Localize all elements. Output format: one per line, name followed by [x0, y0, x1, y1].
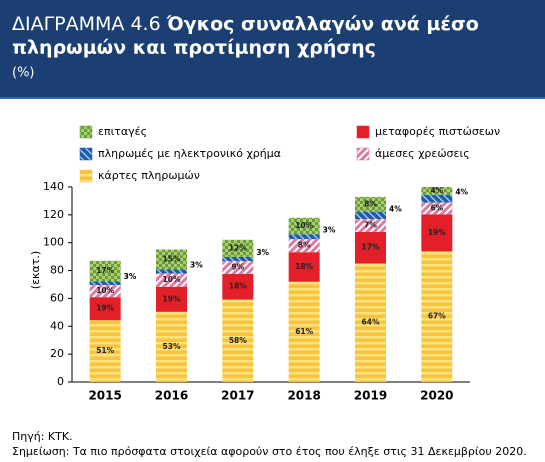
data-label: 3% [323, 226, 336, 235]
data-label: 10% [295, 221, 313, 230]
y-tick-label: 60 [50, 291, 64, 304]
data-label: 67% [428, 312, 446, 321]
data-label: 17% [96, 266, 114, 275]
bar-segment [222, 239, 254, 257]
note: Σημείωση: Τα πιο πρόσφατα στοιχεία αφορο… [12, 445, 527, 458]
bar-segment [156, 286, 187, 312]
data-label: 10% [96, 286, 114, 295]
bar-segment [89, 297, 121, 321]
data-label: 51% [96, 346, 114, 355]
legend-label: μεταφορές πιστώσεων [375, 125, 500, 138]
bar-segment [89, 285, 121, 298]
bar-segment [156, 249, 187, 270]
bar-segment [156, 273, 187, 287]
x-tick-label: 2015 [88, 389, 121, 403]
bar-segment [421, 187, 453, 195]
title-line: πληρωμών και προτίμηση χρήσης [12, 37, 376, 59]
bar-segment [355, 219, 386, 232]
legend-swatch [356, 125, 370, 139]
data-label: 9% [231, 263, 244, 272]
data-label: 18% [229, 282, 247, 291]
data-label: 19% [428, 228, 446, 237]
data-label: 8% [298, 241, 311, 250]
chart-title: ΔΙΑΓΡΑΜΜΑ 4.6 Όγκος συναλλαγών ανά μέσο [12, 13, 479, 35]
data-label: 8% [364, 199, 377, 208]
data-label: 15% [163, 254, 181, 263]
x-tick-label: 2019 [354, 389, 387, 403]
data-label: 64% [362, 318, 380, 327]
x-tick-label: 2020 [420, 389, 453, 403]
data-label: 18% [295, 262, 313, 271]
y-tick-label: 140 [43, 180, 64, 193]
bar-segment [355, 196, 386, 212]
bar-segment [222, 299, 254, 382]
bar-segment [421, 251, 453, 382]
bar-segment [288, 281, 320, 382]
y-tick-label: 80 [50, 264, 64, 277]
legend-label: άμεσες χρεώσεις [375, 147, 470, 160]
y-tick-label: 20 [50, 347, 64, 360]
title-prefix: ΔΙΑΓΡΑΜΜΑ 4.6 [12, 13, 161, 35]
data-label: 58% [229, 336, 247, 345]
bar-segment [288, 252, 320, 282]
bar-segment [89, 281, 121, 286]
data-label: 12% [229, 243, 247, 252]
title-line: Όγκος συναλλαγών ανά μέσο [166, 13, 479, 35]
bar-segment [89, 320, 121, 382]
subtitle: (%) [12, 66, 35, 81]
y-tick-label: 0 [57, 375, 64, 388]
data-label: 19% [163, 294, 181, 303]
bar-segment [288, 234, 320, 240]
bar-segment [156, 269, 187, 274]
data-label: 4% [430, 186, 443, 195]
data-label: 6% [430, 203, 443, 212]
y-tick-label: 40 [50, 319, 64, 332]
y-axis-label: (εκατ.) [29, 251, 42, 289]
bar-segment [355, 211, 386, 220]
y-tick-label: 120 [43, 208, 64, 221]
data-label: 7% [364, 221, 377, 230]
bar-segment [288, 239, 320, 253]
data-label: 4% [455, 188, 468, 197]
bar-segment [355, 231, 386, 264]
data-label: 53% [163, 342, 181, 351]
legend-label: κάρτες πληρωμών [98, 169, 200, 182]
data-label: 19% [96, 304, 114, 313]
x-tick-label: 2017 [221, 389, 254, 403]
bar-segment [421, 214, 453, 252]
data-label: 10% [163, 275, 181, 284]
bar-segment [222, 273, 254, 300]
x-tick-label: 2016 [155, 389, 188, 403]
bar-segment [156, 311, 187, 382]
legend-label: πληρωμές με ηλεκτρονικό χρήμα [98, 147, 281, 160]
bar-segment [222, 261, 254, 274]
bar-segment [421, 202, 453, 215]
bar-segment [421, 194, 453, 203]
x-tick-label: 2018 [287, 389, 320, 403]
legend-label: επιταγές [98, 125, 147, 138]
bar-segment [288, 217, 320, 235]
data-label: 3% [190, 260, 203, 269]
data-label: 4% [389, 204, 402, 213]
legend-swatch [79, 169, 93, 183]
data-label: 17% [362, 243, 380, 252]
legend-swatch [356, 147, 370, 161]
legend-swatch [79, 147, 93, 161]
data-label: 61% [295, 327, 313, 336]
legend-swatch [79, 125, 93, 139]
bar-segment [89, 260, 121, 282]
header-band [0, 0, 545, 97]
y-tick-label: 100 [43, 236, 64, 249]
source: Πηγή: ΚΤΚ. [12, 430, 73, 443]
bar-segment [222, 256, 254, 262]
bar-segment [355, 263, 386, 382]
data-label: 3% [256, 248, 269, 257]
data-label: 3% [124, 272, 137, 281]
